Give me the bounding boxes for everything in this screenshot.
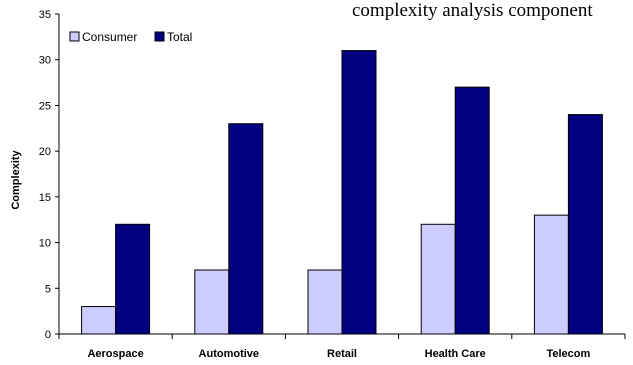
bar-consumer-retail: [307, 269, 343, 335]
bar-total-aerospace: [115, 223, 151, 335]
bar-consumer-automotive: [194, 269, 230, 335]
legend: Consumer Total: [69, 30, 192, 44]
bar-total-health-care: [454, 86, 490, 335]
x-tick-label: Telecom: [546, 348, 590, 360]
legend-swatch-total: [154, 31, 165, 42]
bar-total-automotive: [228, 123, 264, 335]
x-tick-label: Retail: [327, 348, 357, 360]
y-tick-label: 5: [45, 283, 51, 295]
x-tick-label: Health Care: [425, 348, 486, 360]
legend-label-total: Total: [167, 30, 192, 44]
plot-area: 0 5 10 15 20 25 30 35 Aerospace Automotive Retail H…: [39, 9, 626, 360]
bar-consumer-telecom: [533, 214, 569, 335]
bar-consumer-aerospace: [81, 306, 117, 335]
legend-swatch-consumer: [69, 31, 80, 42]
y-tick-label: 20: [39, 146, 51, 158]
y-tick-label: 10: [39, 238, 51, 250]
legend-label-consumer: Consumer: [82, 30, 137, 44]
y-axis-label: Complexity: [10, 149, 22, 209]
y-tick-label: 30: [39, 55, 51, 67]
y-tick-label: 35: [39, 9, 51, 21]
chart-title-fragment: complexity analysis component: [352, 0, 593, 21]
bar-total-telecom: [567, 114, 603, 335]
bar-consumer-health-care: [420, 223, 456, 335]
y-tick-label: 0: [45, 329, 51, 341]
x-tick-label: Aerospace: [87, 348, 143, 360]
y-tick-label: 15: [39, 192, 51, 204]
bar-total-retail: [341, 50, 377, 335]
y-tick-label: 25: [39, 100, 51, 112]
x-tick-label: Automotive: [199, 348, 260, 360]
